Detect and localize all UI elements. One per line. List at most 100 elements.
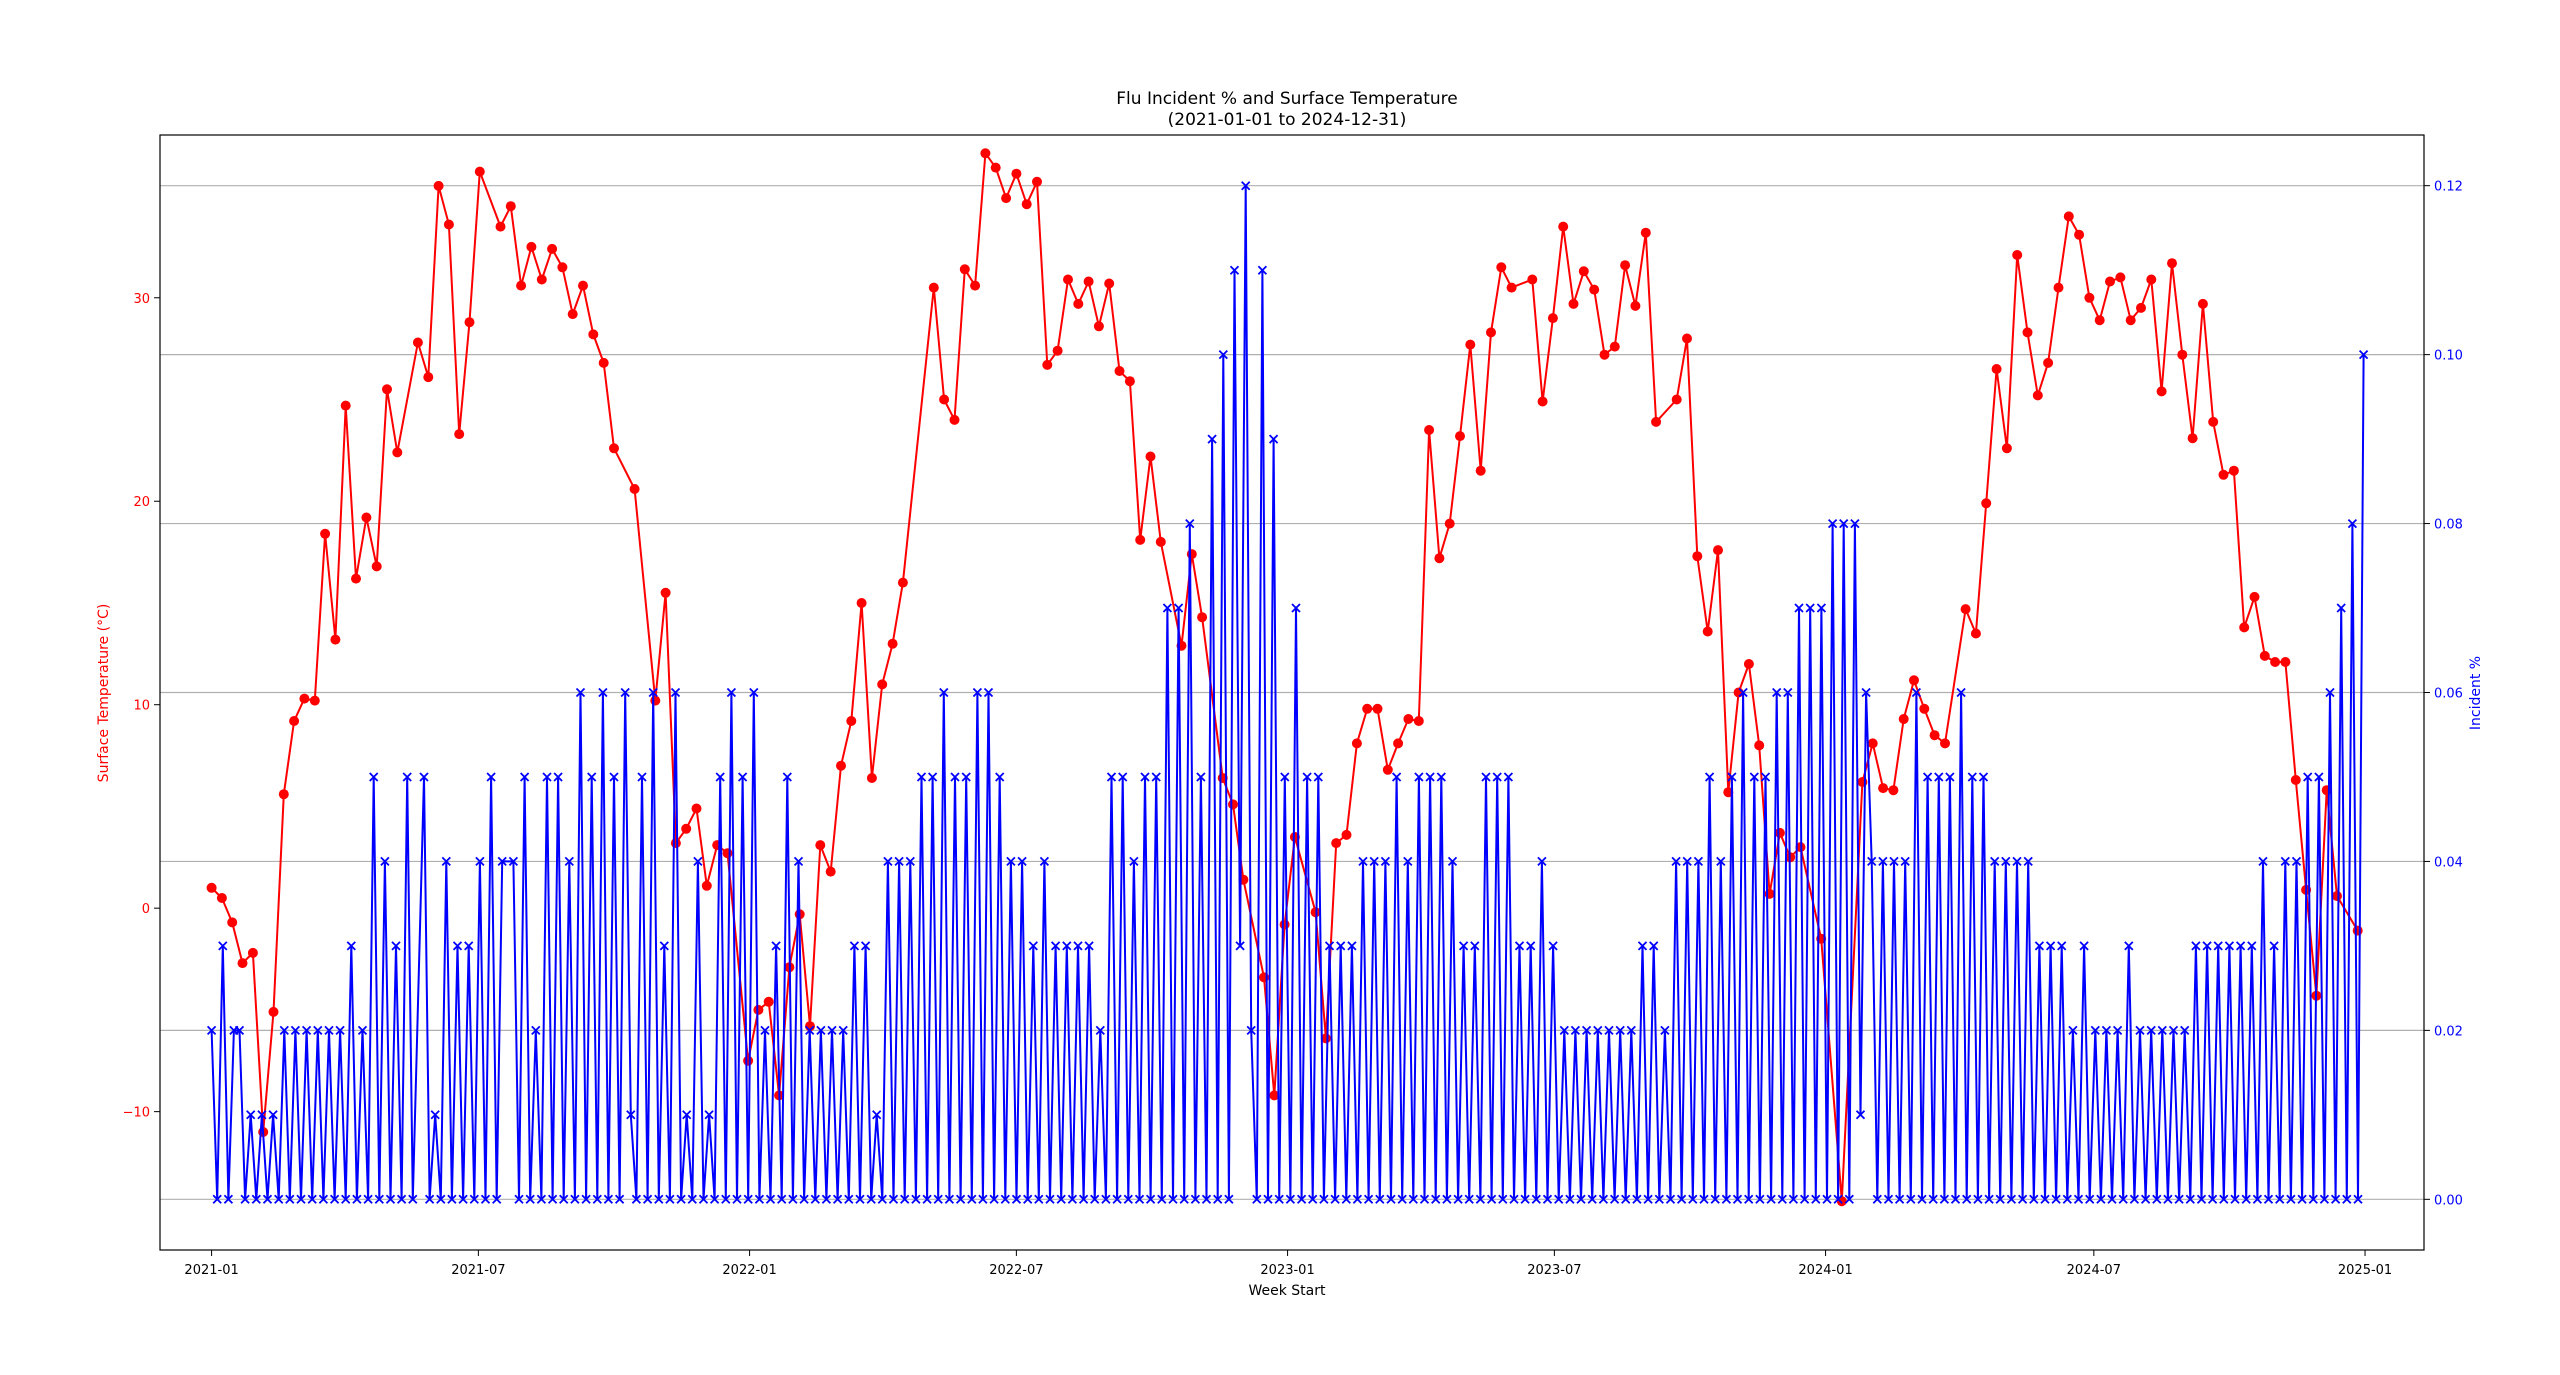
temperature-point [1279, 919, 1290, 930]
temperature-point [1630, 300, 1641, 311]
incident-point [1950, 1194, 1961, 1204]
temperature-point [2187, 433, 2198, 444]
incident-point [1112, 1194, 1122, 1204]
incident-point [1308, 1194, 1318, 1204]
incident-point [1593, 1025, 1603, 1036]
incident-point [1990, 856, 2000, 867]
incident-point [1693, 856, 1704, 867]
incident-point [251, 1194, 261, 1204]
temperature-point [1331, 838, 1342, 849]
incident-point [827, 1025, 837, 1036]
incident-point [1906, 1194, 1916, 1204]
incident-point [1470, 941, 1480, 951]
incident-point [676, 1194, 686, 1204]
incident-point [1246, 1025, 1256, 1036]
incident-point [1386, 1194, 1396, 1204]
incident-point [721, 1194, 731, 1204]
temperature-point [1640, 227, 1651, 238]
incident-point [1274, 1194, 1284, 1204]
incident-point [1788, 1194, 1799, 1204]
incident-point [1839, 518, 1849, 529]
incident-point [1196, 772, 1206, 782]
temperature-point [887, 638, 898, 649]
temperature-point [670, 838, 681, 849]
incident-point [693, 856, 703, 867]
incident-point [2213, 941, 2223, 951]
incident-point [1956, 687, 1966, 698]
incident-point [268, 1110, 278, 1120]
temperature-point [1929, 730, 1940, 741]
incident-point [2124, 941, 2134, 951]
incident-point [1162, 603, 1173, 613]
temperature-point [1455, 431, 1465, 442]
incident-point [849, 941, 860, 951]
incident-point [2062, 1194, 2072, 1204]
temperature-point [2084, 292, 2095, 303]
incident-point [911, 1194, 921, 1204]
incident-point [916, 772, 927, 782]
incident-point [922, 1194, 932, 1204]
temperature-point [1970, 628, 1981, 639]
incident-point [1626, 1025, 1636, 1036]
y-right-tick-label-3: 0.06 [2434, 687, 2463, 702]
temperature-point [1609, 341, 1620, 352]
incident-point [1649, 941, 1659, 951]
incident-point [1945, 772, 1955, 782]
incident-point [508, 856, 519, 867]
temperature-point [1527, 274, 1538, 285]
incident-point [424, 1194, 435, 1204]
temperature-point [1578, 266, 1589, 277]
incident-point [860, 941, 871, 951]
temperature-point [2043, 357, 2054, 368]
incident-point [1336, 941, 1346, 951]
temperature-point [2146, 274, 2157, 285]
incident-point [2163, 1194, 2173, 1204]
incident-point [341, 1194, 351, 1204]
temperature-point [268, 1006, 279, 1017]
incident-point [726, 687, 737, 698]
x-tick-label-6: 2024-01 [1798, 1263, 1852, 1278]
incident-point [2353, 1194, 2363, 1204]
temperature-point [474, 166, 485, 177]
temperature-point [1671, 394, 1682, 405]
x-tick-label-8: 2025-01 [2338, 1263, 2392, 1278]
incident-point [1224, 1194, 1234, 1204]
incident-point [944, 1194, 955, 1204]
incident-point [218, 941, 228, 951]
incident-point [894, 856, 904, 867]
incident-point [1878, 856, 1888, 867]
incident-point [2263, 1194, 2274, 1204]
temperature-point [2270, 657, 2281, 667]
incident-point [1822, 1194, 1832, 1204]
temperature-point [2012, 250, 2023, 260]
y-axis-left: −10 0 10 20 30 [123, 292, 160, 1121]
temperature-point [1558, 221, 1569, 232]
incident-point [2247, 941, 2257, 951]
incident-point [1391, 772, 1402, 782]
temperature-point [412, 337, 423, 348]
incident-point [955, 1194, 966, 1204]
incident-point [458, 1194, 468, 1204]
incident-point [1609, 1194, 1620, 1204]
temperature-point [1186, 549, 1197, 560]
y-left-tick-label-1: 0 [142, 902, 150, 917]
incident-point [1101, 1194, 1111, 1204]
incident-point [441, 856, 451, 867]
incident-point [1772, 687, 1782, 698]
temperature-point [1620, 260, 1631, 271]
incident-point [1794, 603, 1804, 613]
temperature-point [237, 958, 248, 969]
incident-point [2286, 1194, 2296, 1204]
incident-point [1453, 1194, 1463, 1204]
temperature-point [949, 414, 960, 425]
incident-point [1855, 1110, 1866, 1120]
incident-point [777, 1194, 787, 1204]
incident-point [1660, 1025, 1670, 1036]
incident-line [210, 184, 2365, 1201]
incident-point [290, 1025, 301, 1036]
incident-point [793, 856, 804, 867]
incident-point [475, 856, 485, 867]
incident-point [212, 1194, 222, 1204]
incident-point [737, 772, 748, 782]
incident-point [1894, 1194, 1905, 1204]
